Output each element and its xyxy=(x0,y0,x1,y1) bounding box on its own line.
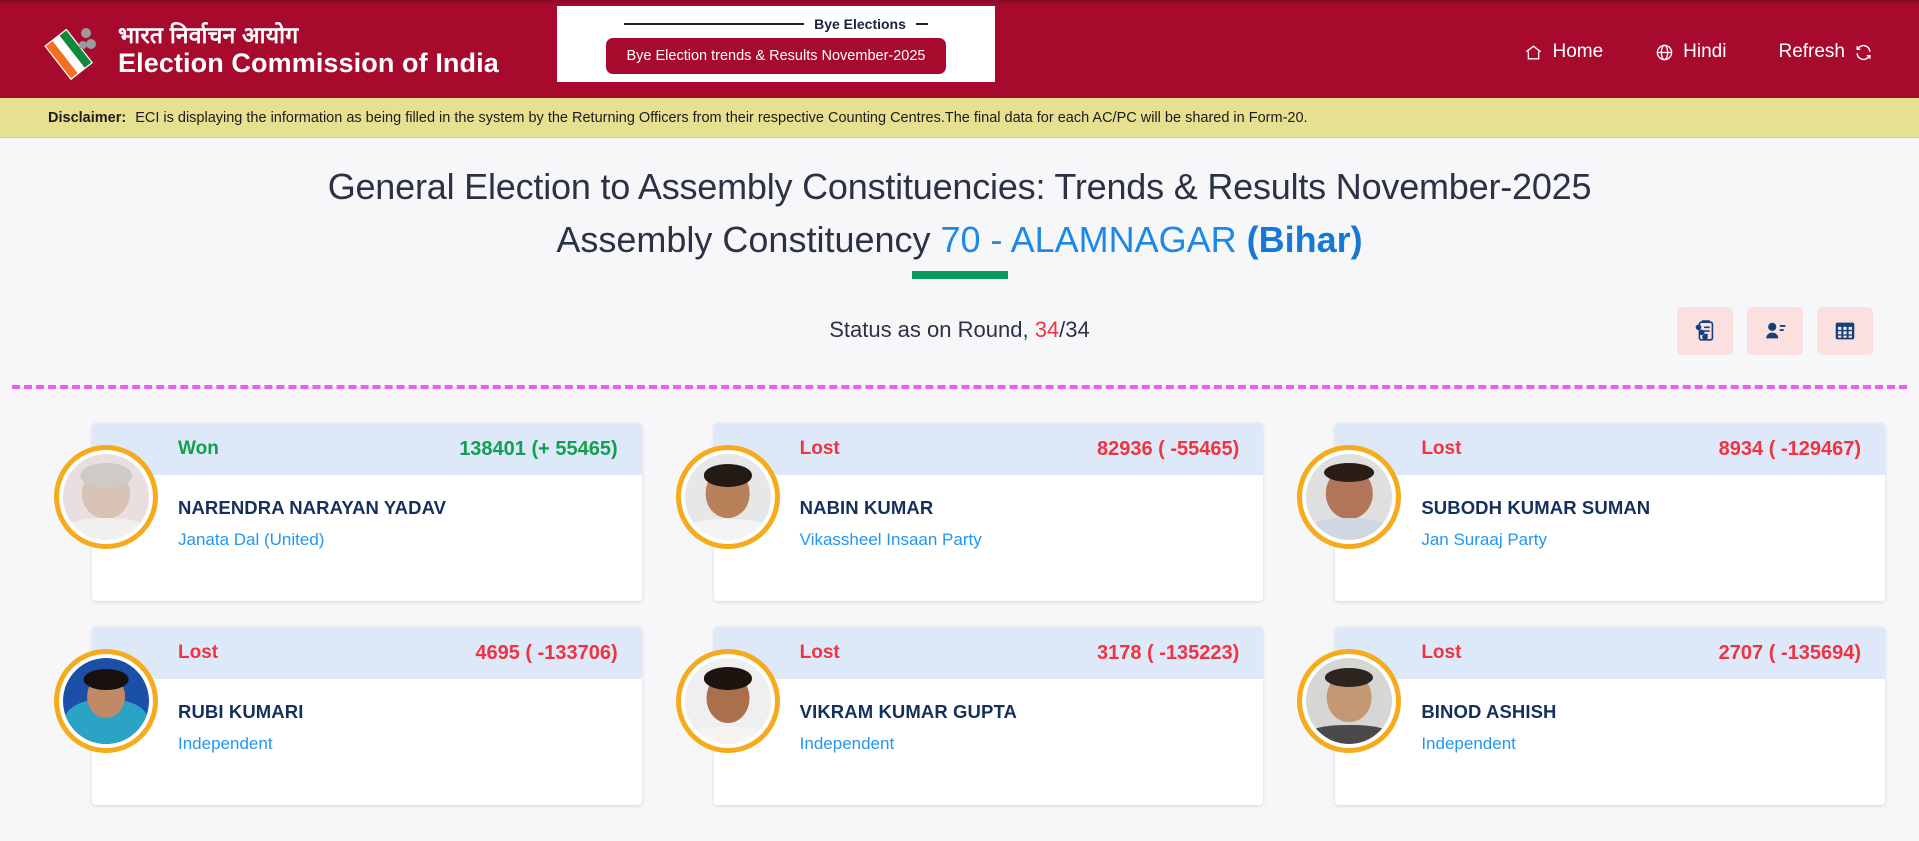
candidate-name: RUBI KUMARI xyxy=(178,701,304,722)
candidate-name: NARENDRA NARAYAN YADAV xyxy=(178,497,447,518)
bye-elections-panel: Bye Elections Bye Election trends & Resu… xyxy=(557,6,995,82)
candidate-card[interactable]: Lost 82936 ( -55465) NABIN KUMAR Vikassh… xyxy=(656,423,1264,601)
candidate-name: SUBODH KUMAR SUMAN xyxy=(1421,497,1651,518)
page-title: General Election to Assembly Constituenc… xyxy=(327,166,1592,207)
vote-count: 2707 ( -135694) xyxy=(1718,641,1861,664)
nav-label-hindi: Hindi xyxy=(1683,41,1727,62)
vote-count: 4695 ( -133706) xyxy=(475,641,618,664)
vote-count: 8934 ( -129467) xyxy=(1718,437,1861,460)
vote-count: 3178 ( -135223) xyxy=(1097,641,1240,664)
result-status: Lost xyxy=(799,438,840,459)
brand-name-english: Election Commission of India xyxy=(118,48,499,79)
results-clipboard-icon xyxy=(1692,318,1718,344)
round-status: Status as on Round, 34/34 xyxy=(0,307,1919,343)
view-toggle-buttons xyxy=(1677,307,1873,355)
candidate-party: Independent xyxy=(799,734,895,753)
title-underline xyxy=(911,271,1008,279)
result-status: Lost xyxy=(799,642,840,663)
nav-item-refresh[interactable]: Refresh xyxy=(1778,41,1873,63)
nav-item-hindi[interactable]: Hindi xyxy=(1655,41,1726,63)
nav-label-home: Home xyxy=(1552,41,1604,62)
nav-item-home[interactable]: Home xyxy=(1524,41,1603,63)
site-header: भारत निर्वाचन आयोग Election Commission o… xyxy=(0,0,1919,98)
candidate-card[interactable]: Lost 4695 ( -133706) RUBI KUMARI Indepen… xyxy=(34,627,642,805)
bye-rule-right xyxy=(915,23,928,25)
globe-icon xyxy=(1655,43,1674,62)
grid-table-button[interactable] xyxy=(1817,307,1873,355)
candidate-card[interactable]: Won 138401 (+ 55465) NARENDRA NARAYAN YA… xyxy=(34,423,642,601)
bye-election-trends-button[interactable]: Bye Election trends & Results November-2… xyxy=(606,38,946,74)
vote-count: 138401 (+ 55465) xyxy=(459,437,618,460)
candidate-name: NABIN KUMAR xyxy=(799,497,934,518)
candidate-card[interactable]: Lost 8934 ( -129467) SUBODH KUMAR SUMAN … xyxy=(1277,423,1885,601)
constituency-prefix: Assembly Constituency xyxy=(556,219,941,260)
constituency-state: (Bihar) xyxy=(1246,219,1363,260)
candidate-card[interactable]: Lost 2707 ( -135694) BINOD ASHISH Indepe… xyxy=(1277,627,1885,805)
candidate-name: VIKRAM KUMAR GUPTA xyxy=(799,701,1017,722)
avatar xyxy=(54,445,158,549)
results-clipboard-button[interactable] xyxy=(1677,307,1733,355)
round-status-prefix: Status as on Round, xyxy=(829,317,1029,342)
avatar xyxy=(1297,445,1402,549)
candidate-list-icon xyxy=(1762,318,1788,344)
grid-table-icon xyxy=(1832,318,1858,344)
result-status: Lost xyxy=(178,642,219,663)
candidate-party: Vikassheel Insaan Party xyxy=(799,530,982,549)
section-divider xyxy=(12,385,1907,389)
disclaimer-bar: Disclaimer: ECI is displaying the inform… xyxy=(0,98,1919,138)
bye-elections-title: Bye Elections xyxy=(814,16,906,32)
round-separator: / xyxy=(1059,317,1066,342)
page-title-block: General Election to Assembly Constituenc… xyxy=(0,138,1919,279)
avatar xyxy=(1297,649,1402,753)
result-status: Lost xyxy=(1421,438,1462,459)
brand-name-hindi: भारत निर्वाचन आयोग xyxy=(118,21,299,48)
candidate-cards-grid: Won 138401 (+ 55465) NARENDRA NARAYAN YA… xyxy=(0,389,1919,805)
current-round-value: 34 xyxy=(1034,317,1060,342)
disclaimer-text: ECI is displaying the information as bei… xyxy=(135,109,1308,126)
avatar xyxy=(675,445,780,549)
candidate-party: Jan Suraaj Party xyxy=(1421,530,1548,549)
result-status: Lost xyxy=(1421,642,1462,663)
status-row: Status as on Round, 34/34 xyxy=(0,307,1919,363)
candidate-party: Independent xyxy=(1421,734,1516,753)
brand-block: भारत निर्वाचन आयोग Election Commission o… xyxy=(0,20,499,82)
result-status: Won xyxy=(178,438,219,459)
refresh-icon xyxy=(1854,43,1873,62)
total-rounds-value: 34 xyxy=(1065,317,1090,342)
candidate-card[interactable]: Lost 3178 ( -135223) VIKRAM KUMAR GUPTA … xyxy=(656,627,1264,805)
candidate-party: Janata Dal (United) xyxy=(178,530,325,549)
header-nav: Home Hindi Refresh xyxy=(1524,3,1873,101)
constituency-title: Assembly Constituency 70 - ALAMNAGAR (Bi… xyxy=(556,219,1363,279)
home-icon xyxy=(1524,43,1543,62)
vote-count: 82936 ( -55465) xyxy=(1097,437,1240,460)
constituency-id-name: 70 - ALAMNAGAR xyxy=(940,219,1237,260)
nav-label-refresh: Refresh xyxy=(1778,41,1845,62)
bye-rule-left xyxy=(624,23,805,25)
eci-ballot-logo-icon xyxy=(42,20,104,82)
candidate-name: BINOD ASHISH xyxy=(1421,701,1557,722)
candidate-party: Independent xyxy=(178,734,273,753)
avatar xyxy=(54,649,158,753)
avatar xyxy=(675,649,780,753)
disclaimer-label: Disclaimer: xyxy=(48,109,127,126)
candidate-list-button[interactable] xyxy=(1747,307,1803,355)
